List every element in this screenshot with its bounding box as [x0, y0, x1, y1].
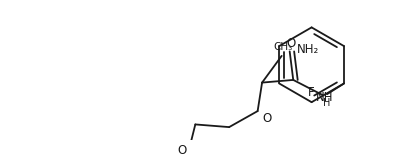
Text: O: O: [177, 144, 186, 156]
Text: O: O: [286, 37, 295, 50]
Text: NH₂: NH₂: [296, 43, 318, 56]
Text: F: F: [307, 86, 313, 99]
Text: NH: NH: [315, 91, 333, 104]
Text: O: O: [261, 112, 271, 125]
Text: CH₃: CH₃: [272, 42, 292, 52]
Text: H: H: [323, 98, 330, 108]
